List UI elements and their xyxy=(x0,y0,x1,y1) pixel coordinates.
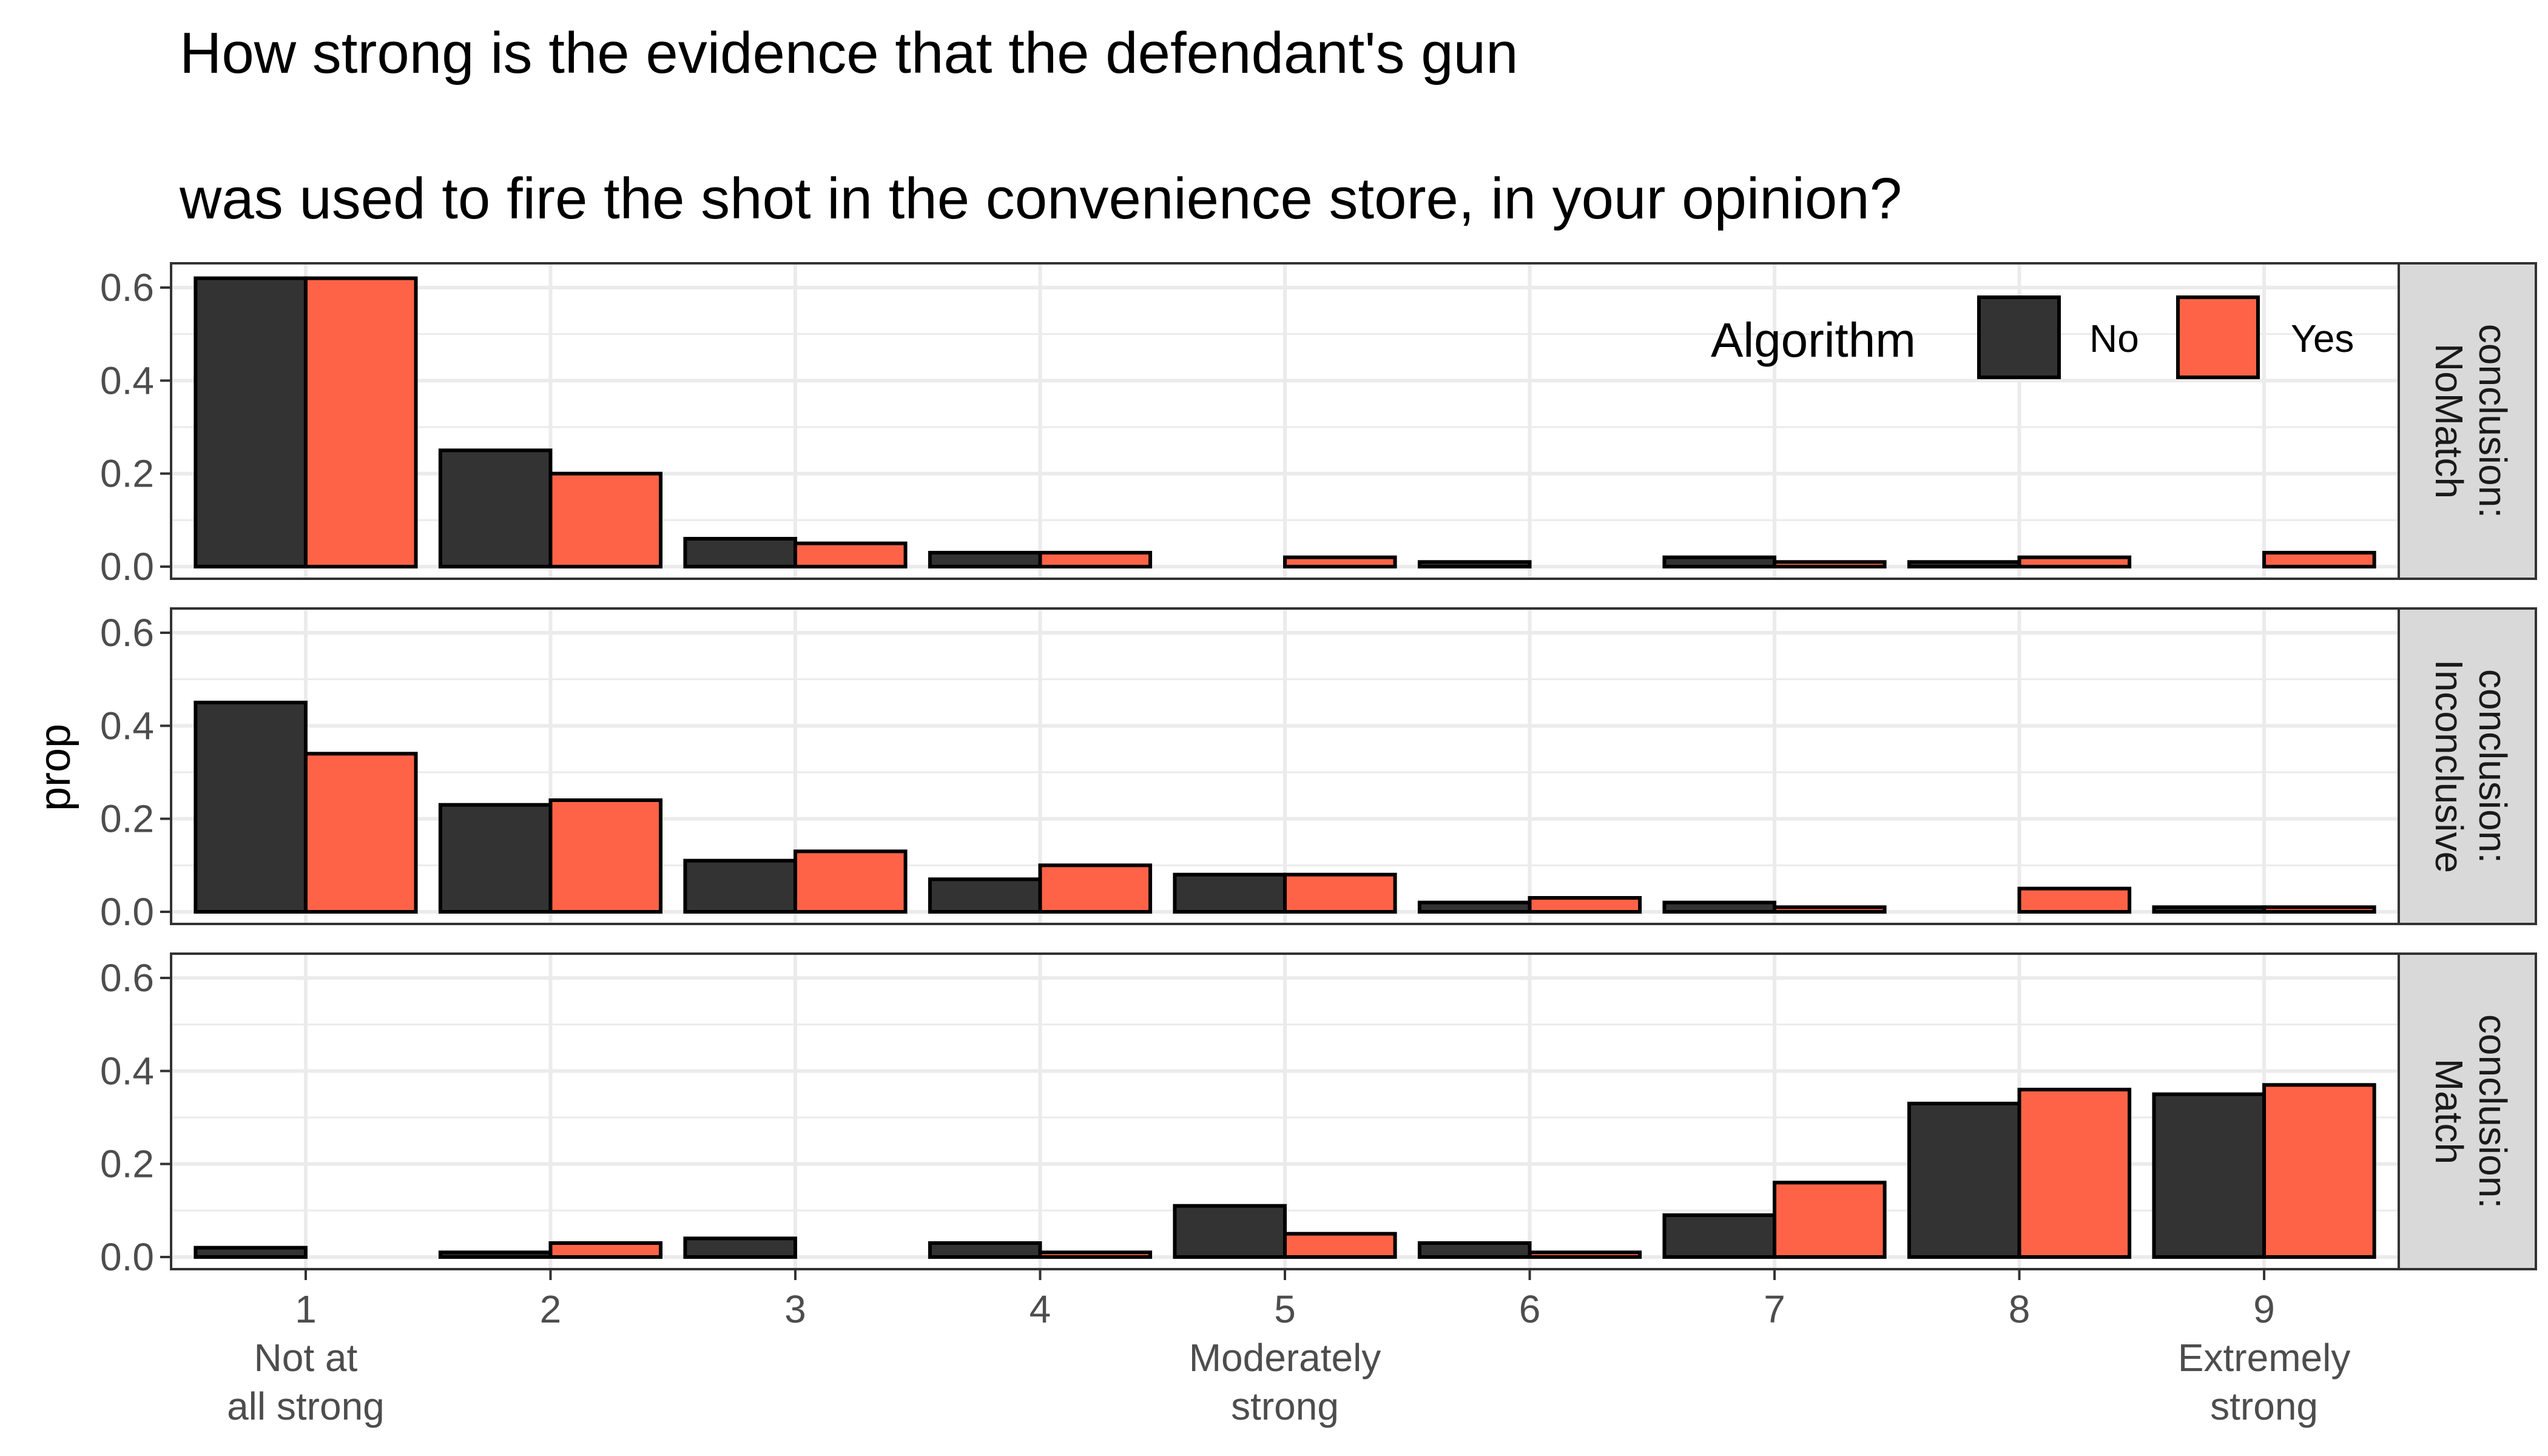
bar-no-4 xyxy=(928,1241,1042,1259)
bar-yes-8 xyxy=(2017,555,2132,569)
bar-yes-2 xyxy=(548,798,663,914)
bar-yes-5 xyxy=(1283,872,1397,914)
legend: Algorithm No Yes xyxy=(1711,295,2354,379)
panel-1: 0.0 0.2 0.4 0.6 conclusion:NoMatch xyxy=(100,262,2537,588)
bar-yes-2 xyxy=(548,1241,663,1259)
x-tick-sublabel: Moderately xyxy=(1189,1336,1381,1380)
bar-yes-2 xyxy=(548,471,663,569)
panel-3: 0.0 0.2 0.4 0.6 conclusion:Match xyxy=(100,952,2537,1279)
bar-no-1 xyxy=(194,1245,308,1259)
bar-yes-9 xyxy=(2262,1083,2376,1259)
chart-panels: 0.00.20.40.6conclusion:NoMatch0.00.20.40… xyxy=(100,262,2537,1279)
y-tick-label: 0.0 xyxy=(100,1235,154,1279)
bar-yes-5 xyxy=(1283,555,1397,569)
bar-yes-9 xyxy=(2262,551,2376,568)
bar-yes-7 xyxy=(1773,560,1887,568)
bar-yes-1 xyxy=(303,752,418,914)
bar-yes-3 xyxy=(793,849,908,914)
bar-no-8 xyxy=(1907,560,2021,568)
bar-no-3 xyxy=(683,858,797,914)
bar-yes-9 xyxy=(2262,905,2376,914)
facet-strip-label: conclusion:NoMatch xyxy=(2427,324,2515,518)
legend-key-yes xyxy=(2176,295,2260,379)
bar-yes-7 xyxy=(1773,1181,1887,1259)
bar-no-1 xyxy=(194,701,308,914)
bar-no-5 xyxy=(1173,1204,1287,1259)
y-tick-label: 0.0 xyxy=(100,890,154,934)
bar-yes-6 xyxy=(1528,896,1642,914)
legend-title: Algorithm xyxy=(1711,313,1916,367)
bar-yes-3 xyxy=(793,541,908,569)
y-tick-label: 0.4 xyxy=(100,704,154,747)
bar-no-2 xyxy=(438,1250,553,1259)
y-tick-label: 0.4 xyxy=(100,1049,154,1093)
facet-strip-label: conclusion:Match xyxy=(2427,1014,2515,1208)
x-tick-sublabel: strong xyxy=(2210,1384,2318,1428)
x-tick-label: 7 xyxy=(1764,1287,1785,1331)
bar-yes-7 xyxy=(1773,905,1887,914)
legend-key-no xyxy=(1977,295,2061,379)
bar-no-7 xyxy=(1662,555,1777,569)
bar-yes-8 xyxy=(2017,886,2132,914)
y-axis-label: prop xyxy=(31,724,79,811)
bar-yes-5 xyxy=(1283,1232,1397,1259)
bar-no-2 xyxy=(438,448,553,568)
bar-no-4 xyxy=(928,877,1042,914)
bar-no-6 xyxy=(1417,1241,1532,1259)
bar-no-7 xyxy=(1662,1213,1777,1259)
x-tick-label: 8 xyxy=(2009,1287,2031,1331)
x-tick-sublabel: strong xyxy=(1231,1384,1339,1428)
bar-no-9 xyxy=(2152,1092,2267,1259)
bar-no-1 xyxy=(194,276,308,568)
x-tick-sublabel: Extremely xyxy=(2178,1336,2351,1380)
y-tick-label: 0.6 xyxy=(100,956,154,1000)
x-tick-label: 6 xyxy=(1519,1287,1541,1331)
chart-title-line-2: was used to fire the shot in the conveni… xyxy=(179,166,1902,231)
bar-no-6 xyxy=(1417,900,1532,914)
y-tick-label: 0.6 xyxy=(100,266,154,309)
bar-no-3 xyxy=(683,1236,797,1259)
x-tick-label: 1 xyxy=(295,1287,317,1331)
facet-strip xyxy=(2398,952,2537,1270)
y-tick-label: 0.2 xyxy=(100,797,154,841)
bar-yes-6 xyxy=(1528,1250,1642,1259)
legend-label-yes: Yes xyxy=(2291,317,2354,360)
y-tick-label: 0.2 xyxy=(100,452,154,496)
bar-no-5 xyxy=(1173,872,1287,914)
chart-title-line-1: How strong is the evidence that the defe… xyxy=(180,21,1518,86)
legend-label-no: No xyxy=(2089,317,2139,360)
facet-strip xyxy=(2398,607,2537,925)
bar-no-3 xyxy=(683,537,797,568)
panel-2: 0.0 0.2 0.4 0.6 conclusion:Inconclusive xyxy=(100,607,2537,934)
bar-yes-8 xyxy=(2017,1088,2132,1259)
x-tick-sublabel: all strong xyxy=(227,1384,385,1428)
x-tick-label: 3 xyxy=(784,1287,806,1331)
x-tick-sublabel: Not at xyxy=(254,1336,358,1380)
x-tick-label: 4 xyxy=(1030,1287,1051,1331)
x-tick-label: 2 xyxy=(540,1287,562,1331)
y-tick-label: 0.6 xyxy=(100,611,154,655)
facet-strip-label: conclusion:Inconclusive xyxy=(2427,659,2515,873)
x-tick-label: 9 xyxy=(2253,1287,2275,1331)
bar-yes-4 xyxy=(1038,551,1153,568)
bar-no-8 xyxy=(1907,1102,2021,1259)
bar-yes-4 xyxy=(1038,863,1153,914)
bar-no-2 xyxy=(438,803,553,914)
facet-strip xyxy=(2398,262,2537,580)
bar-no-7 xyxy=(1662,900,1777,914)
y-tick-label: 0.4 xyxy=(100,359,154,402)
y-tick-label: 0.2 xyxy=(100,1142,154,1186)
x-tick-label: 5 xyxy=(1274,1287,1296,1331)
bar-no-9 xyxy=(2152,905,2267,914)
bar-yes-1 xyxy=(303,276,418,568)
bar-no-6 xyxy=(1417,560,1532,568)
bar-no-4 xyxy=(928,551,1042,568)
bar-yes-4 xyxy=(1038,1250,1153,1259)
y-tick-label: 0.0 xyxy=(100,545,154,588)
